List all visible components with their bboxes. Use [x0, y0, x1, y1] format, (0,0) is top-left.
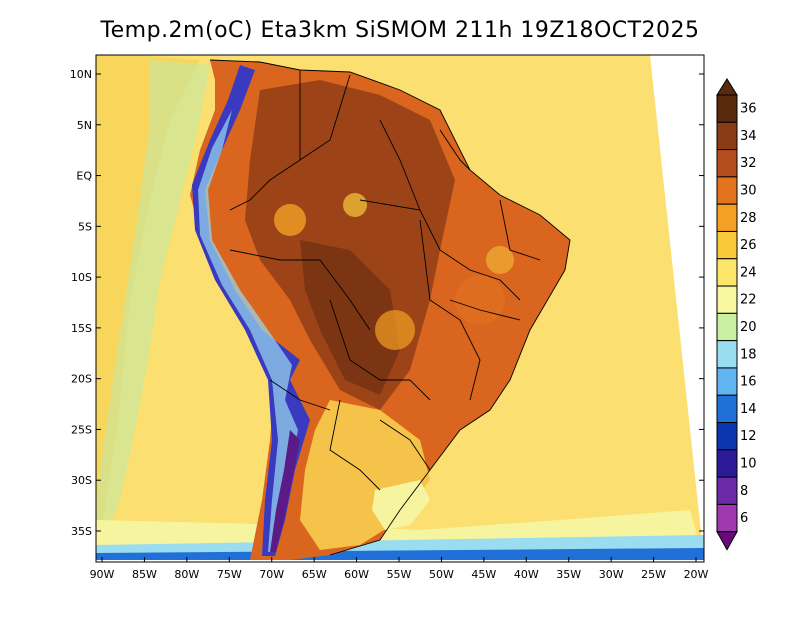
colorbar-label: 28 [740, 211, 757, 226]
colorbar-label: 32 [740, 156, 757, 171]
colorbar-swatch [716, 340, 738, 369]
lon-label: 50W [429, 568, 454, 581]
colorbar-swatch [716, 367, 738, 396]
colorbar-label: 34 [740, 129, 757, 144]
lat-label: 30S [71, 474, 92, 487]
map-frame [95, 54, 705, 563]
colorbar-swatch [716, 285, 738, 314]
lon-label: 70W [259, 568, 284, 581]
lat-label: 35S [71, 525, 92, 538]
lat-label: 10S [71, 271, 92, 284]
lon-label: 20W [684, 568, 709, 581]
political-borders [209, 59, 571, 556]
lon-label: 55W [387, 568, 412, 581]
uruguay-cool [372, 480, 430, 530]
lon-label: 90W [90, 568, 115, 581]
lat-label: 15S [71, 322, 92, 335]
lon-label: 45W [471, 568, 496, 581]
colorbar-label: 20 [740, 320, 757, 335]
colorbar-top-arrow [716, 78, 738, 96]
colorbar-swatch [716, 149, 738, 178]
colorbar-label: 22 [740, 293, 757, 308]
andes-core [270, 430, 300, 552]
colorbar-label: 24 [740, 265, 757, 280]
colorbar-swatch [716, 176, 738, 205]
pacific-near-coast-band [96, 60, 210, 545]
colorbar-label: 12 [740, 429, 757, 444]
colorbar-label: 36 [740, 102, 757, 117]
pacific-cool-band [96, 55, 200, 560]
colorbar-swatch [716, 258, 738, 287]
lon-label: 80W [174, 568, 199, 581]
colorbar-label: 16 [740, 375, 757, 390]
colorbar-swatch [716, 476, 738, 505]
colorbar-swatch [716, 121, 738, 151]
map-title: Temp.2m(oC) Eta3km SiSMOM 211h 19Z18OCT2… [100, 18, 700, 43]
colorbar-swatch [716, 422, 738, 451]
colorbar-swatch [716, 230, 738, 260]
south-coolest-band [96, 548, 704, 560]
colorbar-bottom-arrow [716, 531, 738, 551]
lat-label: EQ [76, 170, 92, 183]
lat-label: 10N [70, 68, 92, 81]
lon-label: 40W [514, 568, 539, 581]
latitude-axis: 10N 5N EQ 5S 10S 15S 20S 25S 30S 35S [70, 68, 704, 538]
colorbar-swatch [716, 94, 738, 123]
colorbar-swatch [716, 503, 738, 533]
lon-label: 60W [344, 568, 369, 581]
lat-label: 5N [77, 119, 92, 132]
lon-label: 85W [132, 568, 157, 581]
colorbar: 36 34 32 30 28 26 24 22 20 18 16 14 12 10 8 6 [716, 78, 757, 551]
lon-label: 30W [599, 568, 624, 581]
lat-label: 20S [71, 373, 92, 386]
lat-label: 5S [78, 220, 92, 233]
hotter-core [300, 240, 400, 395]
lon-label: 65W [302, 568, 327, 581]
lon-label: 75W [217, 568, 242, 581]
colorbar-label: 6 [740, 511, 748, 526]
longitude-axis: 90W 85W 80W 75W 70W 65W 60W 55W 50W 45W 40W 35W 30W 2… [90, 557, 709, 581]
lon-label: 25W [641, 568, 666, 581]
colorbar-swatch [716, 394, 738, 424]
colorbar-label: 8 [740, 484, 748, 499]
map-field [96, 55, 704, 562]
colorbar-label: 10 [740, 456, 757, 471]
colorbar-label: 30 [740, 184, 757, 199]
colorbar-swatch [716, 312, 738, 342]
colorbar-swatch [716, 203, 738, 232]
colorbar-swatch [716, 449, 738, 478]
lon-label: 35W [556, 568, 581, 581]
colorbar-label: 26 [740, 238, 757, 253]
lat-label: 25S [71, 423, 92, 436]
colorbar-label: 14 [740, 402, 757, 417]
colorbar-label: 18 [740, 347, 757, 362]
